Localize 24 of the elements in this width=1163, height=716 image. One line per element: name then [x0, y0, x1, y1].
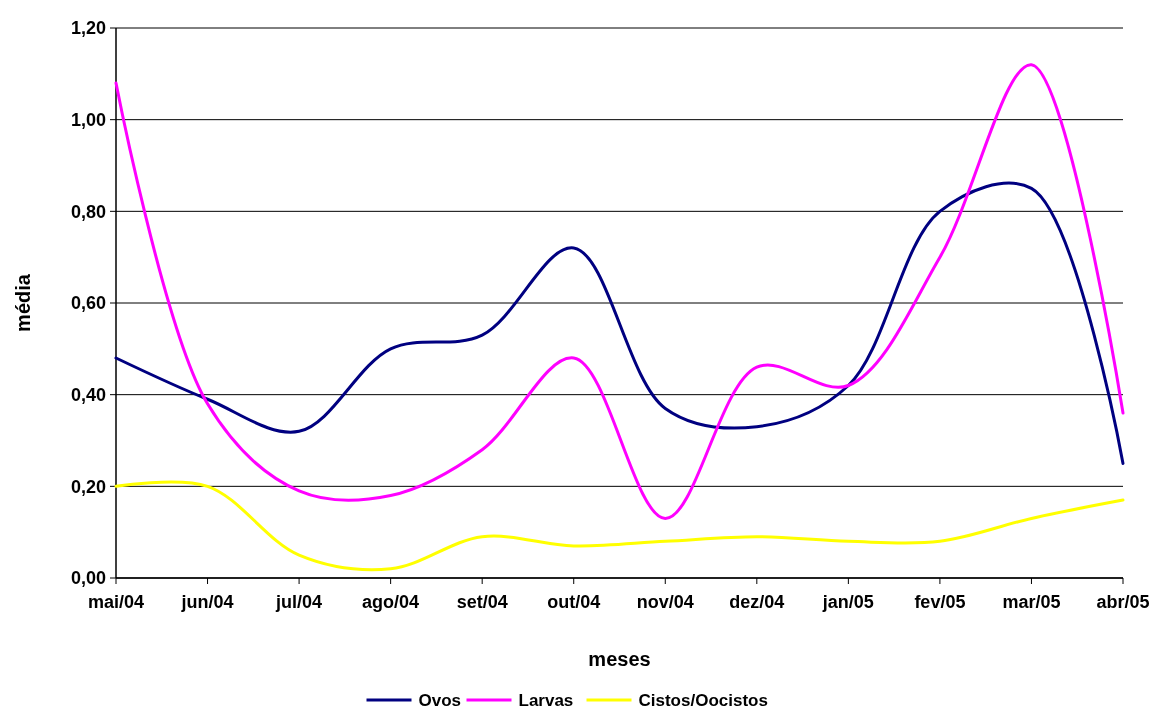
x-tick-label: fev/05 — [914, 592, 966, 612]
x-tick-label: mai/04 — [87, 592, 145, 612]
y-tick-label: 0,00 — [70, 568, 106, 589]
y-tick-label: 1,20 — [70, 18, 106, 39]
x-tick-label: nov/04 — [636, 592, 694, 612]
x-tick-label: ago/04 — [362, 592, 420, 612]
x-tick-label: out/04 — [547, 592, 601, 612]
y-axis-title: média — [12, 273, 34, 332]
x-tick-label: jun/04 — [180, 592, 234, 612]
y-tick-label: 0,60 — [70, 293, 106, 314]
y-tick-label: 1,00 — [70, 109, 106, 130]
y-tick-label: 0,20 — [70, 476, 106, 497]
y-tick-label: 0,80 — [70, 201, 106, 222]
x-tick-label: mar/05 — [1002, 592, 1061, 612]
x-tick-label: jan/05 — [821, 592, 874, 612]
x-tick-label: dez/04 — [729, 592, 785, 612]
legend-label: Cistos/Oocistos — [638, 691, 768, 710]
x-axis-title: meses — [588, 648, 651, 670]
x-tick-label: abr/05 — [1096, 592, 1150, 612]
x-tick-label: jul/04 — [275, 592, 323, 612]
legend-label: Larvas — [518, 691, 574, 710]
y-tick-label: 0,40 — [70, 384, 106, 405]
x-tick-label: set/04 — [456, 592, 508, 612]
legend-label: Ovos — [418, 691, 462, 710]
